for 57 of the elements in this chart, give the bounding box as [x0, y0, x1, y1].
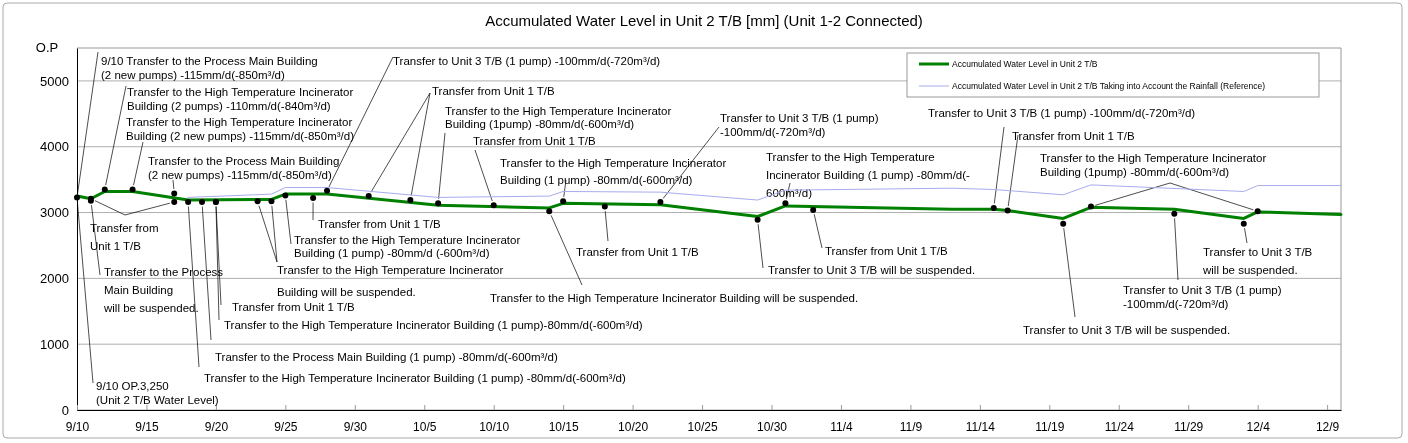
- annotation: Transfer to the Process Main Building (2 new pumps) -115mm/d(-850m³/d): [148, 155, 340, 181]
- x-tick-label: 10/20: [618, 419, 649, 434]
- annotation: Transfer from Unit 1 T/B: [90, 222, 159, 252]
- annotation: Transfer from Unit 1 T/B: [576, 246, 700, 258]
- y-tick-label: 2000: [40, 271, 69, 287]
- annotation: 9/10 Transfer to the Process Main Building (2 new pumps) -115mm/d(-850m³/d): [101, 55, 318, 81]
- x-tick-label: 11/9: [899, 419, 923, 434]
- x-tick-label: 9/20: [204, 419, 229, 434]
- x-tick-label: 11/4: [830, 419, 854, 434]
- annotation: Transfer from Unit 1 T/B: [432, 85, 556, 97]
- annotation: Transfer to the High Temperature Incinerator Building (1 pump) -80mm/d(-600m³/d): [204, 372, 627, 384]
- x-tick-label: 11/29: [1174, 419, 1204, 434]
- annotation: Transfer to the High Temperature Incinerator Building (1 pump)-80mm/d(-600m³/d): [224, 319, 643, 331]
- y-axis-title: O.P: [35, 40, 59, 55]
- x-tick-label: 12/4: [1246, 419, 1271, 434]
- x-tick-label: 11/19: [1035, 419, 1065, 434]
- annotation: Transfer to the High Temperature Incinerator Building (1 pump) -80mm/d(-600m³/d): [500, 157, 727, 186]
- legend-label: Accumulated Water Level in Unit 2 T/B Taking into Account the Rainfall (Reference): [952, 81, 1266, 91]
- y-tick-label: 1000: [40, 336, 69, 352]
- annotation: Transfer from Unit 1 T/B: [232, 301, 356, 313]
- annotation: Transfer to the Process Main Building (1 pump) -80mm/d(-600m³/d): [215, 351, 558, 363]
- x-tick-label: 11/14: [965, 419, 996, 434]
- x-tick-label: 10/30: [756, 419, 788, 434]
- annotation: Transfer to the High Temperature Incinerator Building (1 pump) -80mm/d(- 600m³/d): [766, 151, 971, 199]
- annotation: Transfer to the High Temperature Incinerator Building will be suspended.: [490, 292, 859, 304]
- y-tick-label: 4000: [40, 139, 69, 155]
- annotation: Transfer to Unit 3 T/B will be suspended.: [1023, 324, 1231, 336]
- x-tick-label: 10/25: [687, 419, 718, 434]
- annotation: Transfer to the High Temperature Incinerator Building (1pump) -80mm/d(-600m³/d): [1040, 152, 1267, 178]
- chart-title: Accumulated Water Level in Unit 2 T/B [mm] (Unit 1-2 Connected): [485, 12, 923, 29]
- y-tick-label: 3000: [40, 205, 69, 221]
- annotation: Transfer from Unit 1 T/B: [825, 245, 949, 257]
- x-tick-label: 10/15: [548, 419, 579, 434]
- y-tick-label: 5000: [40, 73, 69, 89]
- annotation: Transfer from Unit 1 T/B: [473, 135, 597, 147]
- x-tick-label: 9/30: [343, 419, 368, 434]
- annotation: Transfer to Unit 3 T/B will be suspended.: [768, 264, 976, 276]
- annotation: Transfer to the High Temperature Incinerator Building (2 new pumps) -115mm/d(-850m³/d): [126, 116, 355, 142]
- annotation: Transfer to Unit 3 T/B will be suspended.: [1202, 246, 1313, 276]
- x-tick-label: 9/25: [274, 419, 298, 434]
- x-tick-label: 11/24: [1104, 419, 1135, 434]
- annotation: Transfer to the High Temperature Incinerator Building (1 pump) -80mm/d (-600m³/d): [294, 234, 521, 259]
- annotation: Transfer to Unit 3 T/B (1 pump) -100mm/d(-720m³/d): [393, 55, 661, 67]
- x-tick-label: 10/10: [479, 419, 510, 434]
- annotation: Transfer to Unit 3 T/B (1 pump) -100mm/d(-720m³/d): [1123, 284, 1282, 310]
- x-tick-label: 9/15: [135, 419, 159, 434]
- x-tick-label: 12/9: [1315, 419, 1340, 434]
- annotation: Transfer to the High Temperature Incinerator Building (2 pumps) -110mm/d(-840m³/d): [127, 86, 354, 112]
- annotation: Transfer to the High Temperature Incinerator Building (1pump) -80mm/d(-600m³/d): [445, 105, 672, 130]
- x-tick-label: 9/10: [65, 419, 90, 434]
- legend-label: Accumulated Water Level in Unit 2 T/B: [952, 59, 1098, 69]
- y-tick-label: 0: [61, 402, 69, 418]
- annotation: Transfer to Unit 3 T/B (1 pump) -100mm/d(-720m³/d): [928, 107, 1196, 119]
- x-tick-label: 10/5: [413, 419, 437, 434]
- annotation: Transfer to Unit 3 T/B (1 pump) -100mm/d(-720m³/d): [720, 112, 879, 138]
- annotation: Transfer from Unit 1 T/B: [1012, 130, 1136, 142]
- annotation: Transfer from Unit 1 T/B: [318, 218, 442, 230]
